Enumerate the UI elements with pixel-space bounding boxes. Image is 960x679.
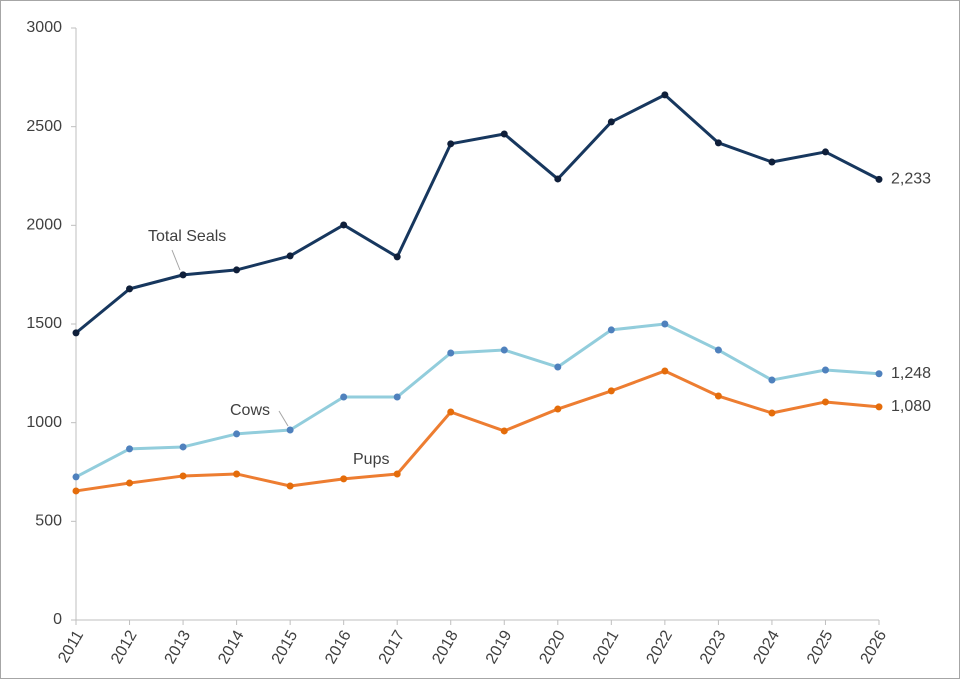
- data-point: [661, 91, 669, 99]
- series-label: Total Seals: [148, 228, 226, 245]
- data-point: [233, 470, 241, 478]
- data-point: [661, 320, 669, 328]
- data-point: [447, 349, 455, 357]
- leader-line: [278, 410, 289, 427]
- data-point: [286, 482, 294, 490]
- data-point: [286, 426, 294, 434]
- series-label: Cows: [230, 402, 270, 419]
- data-point: [179, 472, 187, 480]
- data-point: [340, 221, 348, 229]
- y-tick-label: 500: [35, 513, 62, 530]
- data-point: [500, 130, 508, 138]
- series-line: [75, 369, 880, 493]
- data-point: [447, 408, 455, 416]
- data-point: [340, 393, 348, 401]
- data-point: [233, 266, 241, 274]
- y-tick-label: 1500: [26, 315, 62, 332]
- series-line: [75, 93, 880, 335]
- data-point: [393, 253, 401, 261]
- data-point: [179, 443, 187, 451]
- data-point: [126, 285, 134, 293]
- value-label: 2,233: [891, 171, 931, 188]
- y-tick-label: 0: [53, 611, 62, 628]
- data-point: [554, 363, 562, 371]
- data-point: [72, 487, 80, 495]
- data-point: [179, 271, 187, 279]
- data-point: [72, 473, 80, 481]
- data-point: [768, 376, 776, 384]
- value-label: 1,248: [891, 365, 931, 382]
- data-point: [126, 479, 134, 487]
- series-line: [75, 322, 880, 479]
- data-point: [768, 409, 776, 417]
- data-point: [821, 398, 829, 406]
- data-point: [340, 475, 348, 483]
- data-point: [821, 148, 829, 156]
- data-point: [821, 366, 829, 374]
- data-point: [714, 139, 722, 147]
- data-point: [875, 403, 883, 411]
- data-point: [500, 346, 508, 354]
- data-point: [768, 158, 776, 166]
- leader-line: [171, 249, 181, 271]
- y-tick-label: 2000: [26, 217, 62, 234]
- data-point: [500, 427, 508, 435]
- data-point: [607, 326, 615, 334]
- y-tick-label: 2500: [26, 118, 62, 135]
- data-point: [393, 470, 401, 478]
- data-point: [607, 118, 615, 126]
- data-point: [607, 387, 615, 395]
- data-point: [447, 140, 455, 148]
- data-point: [126, 445, 134, 453]
- data-point: [661, 367, 669, 375]
- y-tick-label: 1000: [26, 414, 62, 431]
- series-label: Pups: [353, 451, 389, 468]
- data-point: [286, 252, 294, 260]
- value-label: 1,080: [891, 398, 931, 415]
- data-point: [233, 430, 241, 438]
- data-point: [554, 175, 562, 183]
- data-point: [714, 346, 722, 354]
- data-point: [554, 405, 562, 413]
- data-point: [393, 393, 401, 401]
- data-point: [72, 329, 80, 337]
- data-point: [714, 392, 722, 400]
- data-point: [875, 370, 883, 378]
- y-tick-label: 3000: [26, 19, 62, 36]
- data-point: [875, 175, 883, 183]
